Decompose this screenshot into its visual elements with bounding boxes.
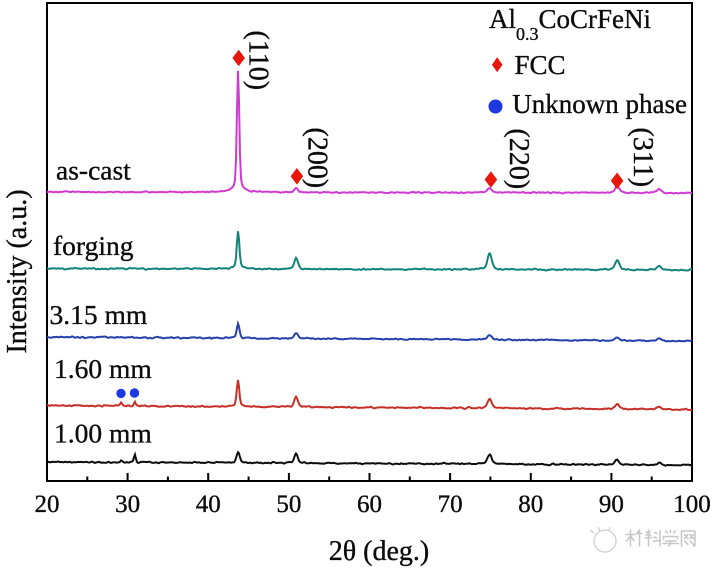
svg-text:FCC: FCC [515, 50, 566, 80]
svg-text:90: 90 [599, 491, 624, 518]
svg-text:Unknown phase: Unknown phase [512, 89, 687, 119]
svg-text:3.15 mm: 3.15 mm [50, 299, 148, 330]
svg-text:(110): (110) [243, 31, 274, 91]
svg-text:1.60 mm: 1.60 mm [54, 353, 152, 384]
svg-text:(311): (311) [627, 128, 658, 188]
svg-text:80: 80 [518, 491, 543, 518]
svg-text:Al0.3CoCrFeNi: Al0.3CoCrFeNi [489, 4, 651, 44]
svg-text:forging: forging [53, 230, 134, 261]
svg-text:as-cast: as-cast [56, 155, 131, 186]
svg-text:20: 20 [35, 491, 60, 518]
svg-text:40: 40 [196, 491, 221, 518]
svg-text:60: 60 [357, 491, 382, 518]
svg-text:30: 30 [115, 491, 140, 518]
svg-text:1.00 mm: 1.00 mm [54, 418, 152, 449]
svg-text:100: 100 [673, 491, 711, 518]
svg-text:Intensity (a.u.): Intensity (a.u.) [2, 189, 33, 353]
svg-text:(220): (220) [503, 129, 534, 190]
svg-text:(200): (200) [302, 128, 333, 189]
svg-text:50: 50 [276, 491, 301, 518]
svg-text:2θ (deg.): 2θ (deg.) [329, 536, 430, 567]
svg-text:70: 70 [438, 491, 463, 518]
